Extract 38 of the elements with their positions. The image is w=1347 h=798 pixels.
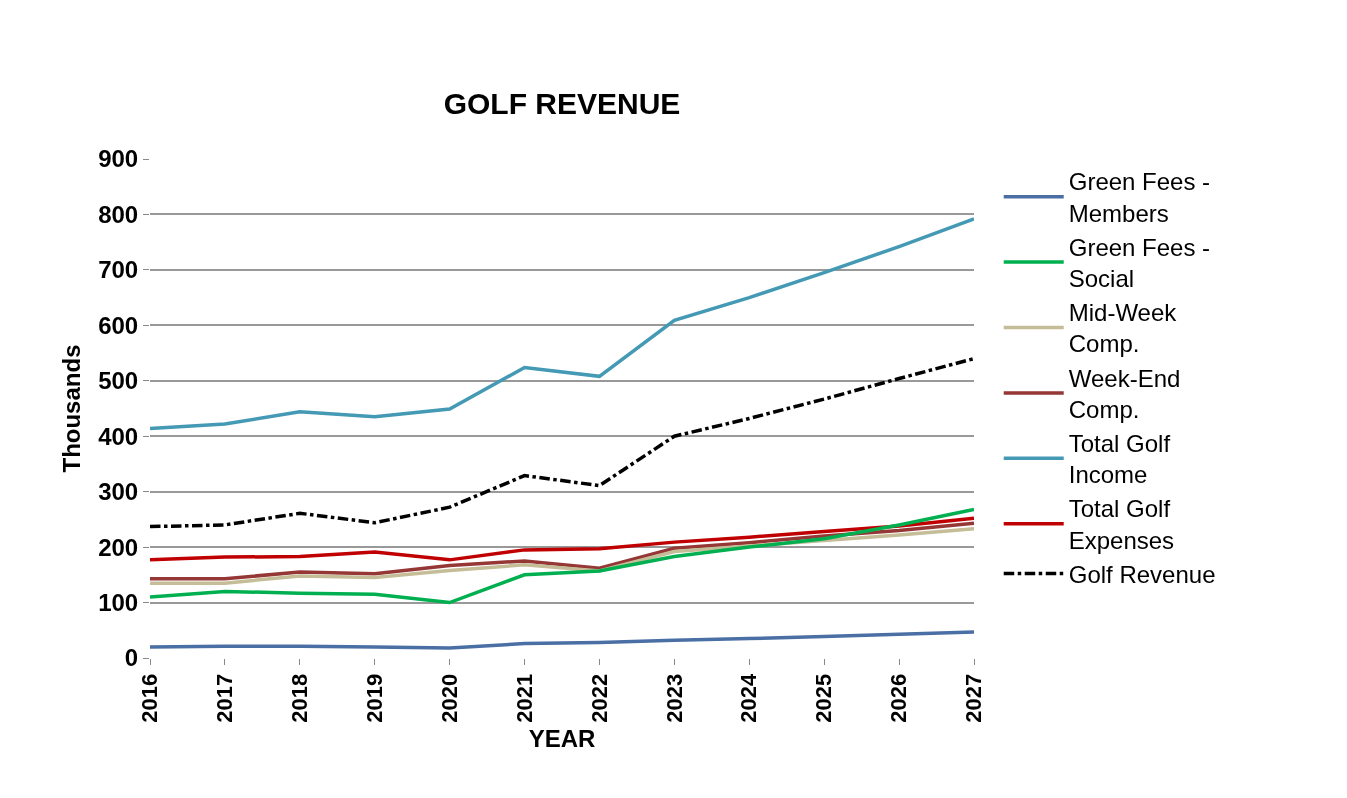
legend-label: Golf Revenue xyxy=(1068,560,1216,588)
y-tick-label: 900 xyxy=(98,145,139,173)
x-tick-label: 2024 xyxy=(736,673,762,723)
line-series xyxy=(150,356,974,529)
line-series xyxy=(150,630,974,650)
y-tick-label: 200 xyxy=(98,533,139,561)
legend-label: Total Golf Expenses xyxy=(1068,495,1175,554)
legend-label: Week-End Comp. xyxy=(1068,364,1181,423)
line-series xyxy=(150,507,974,605)
x-tick-label: 2019 xyxy=(361,673,387,723)
y-tick-label: 700 xyxy=(98,256,139,284)
legend-label: Green Fees - Social xyxy=(1068,233,1211,293)
y-tick-label: 800 xyxy=(98,200,139,228)
y-tick-label: 600 xyxy=(98,311,139,339)
y-axis-title: Thousands xyxy=(58,344,86,473)
x-tick-label: 2021 xyxy=(511,673,537,723)
x-tick-label: 2027 xyxy=(961,673,987,723)
chart-title: GOLF REVENUE xyxy=(443,87,681,121)
legend-label: Total Golf Income xyxy=(1068,430,1171,489)
x-tick-label: 2025 xyxy=(811,673,837,723)
line-series xyxy=(150,217,974,431)
y-tick-label: 500 xyxy=(98,367,139,395)
x-tick-label: 2022 xyxy=(586,673,612,723)
x-tick-label: 2023 xyxy=(661,673,687,723)
x-tick-label: 2026 xyxy=(886,673,912,723)
legend-label: Green Fees - Members xyxy=(1068,168,1211,227)
y-tick-label: 300 xyxy=(98,478,139,506)
x-tick-label: 2016 xyxy=(137,673,163,723)
x-axis-title: YEAR xyxy=(528,725,596,753)
y-tick-label: 400 xyxy=(98,422,139,450)
y-tick-label: 0 xyxy=(124,644,139,672)
x-tick-label: 2017 xyxy=(212,673,238,723)
x-tick-label: 2020 xyxy=(436,673,462,723)
x-tick-label: 2018 xyxy=(286,673,312,723)
line-series xyxy=(150,516,974,562)
legend-label: Mid-Week Comp. xyxy=(1068,299,1178,358)
line-series xyxy=(150,521,974,581)
y-tick-label: 100 xyxy=(98,588,139,616)
